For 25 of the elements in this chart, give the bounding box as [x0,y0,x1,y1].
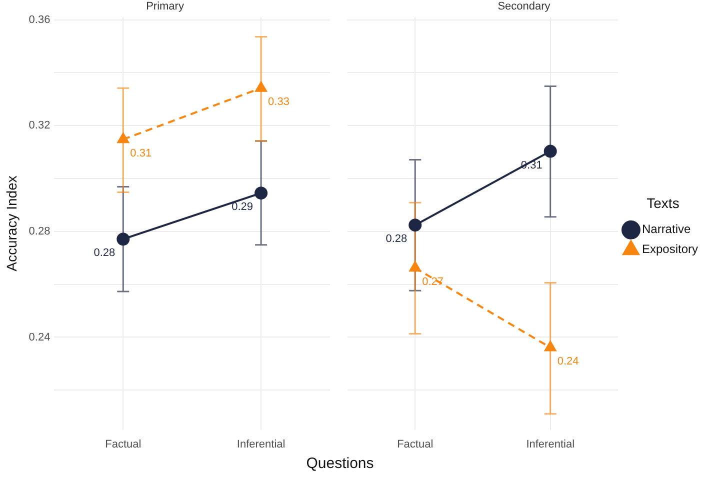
point [544,144,557,158]
y-tick-label: 0.24 [28,331,50,344]
y-axis-title: Accuracy Index [3,176,20,272]
x-tick-label: Inferential [526,438,575,450]
data-label: 0.28 [94,247,116,260]
legend-title: Texts [646,194,680,211]
data-label: 0.24 [557,356,579,368]
x-axis-title: Questions [305,455,375,472]
legend-label: Narrative [642,222,691,236]
chart-title: Primary [146,0,184,13]
legend-label: Expository [642,242,698,256]
point [254,186,268,200]
data-label: 0.29 [232,201,254,214]
x-tick-label: Factual [105,438,142,450]
data-label: 0.31 [130,147,152,160]
y-tick-label: 0.28 [28,225,50,238]
data-label: 0.33 [268,96,290,108]
chart-title: Secondary [498,0,551,13]
point [116,232,130,246]
y-tick-label: 0.32 [28,120,50,132]
y-tick-label: 0.36 [28,14,50,26]
data-label: 0.28 [386,233,408,246]
point [408,218,422,232]
x-tick-label: Factual [397,438,434,450]
x-tick-label: Inferential [236,438,286,450]
